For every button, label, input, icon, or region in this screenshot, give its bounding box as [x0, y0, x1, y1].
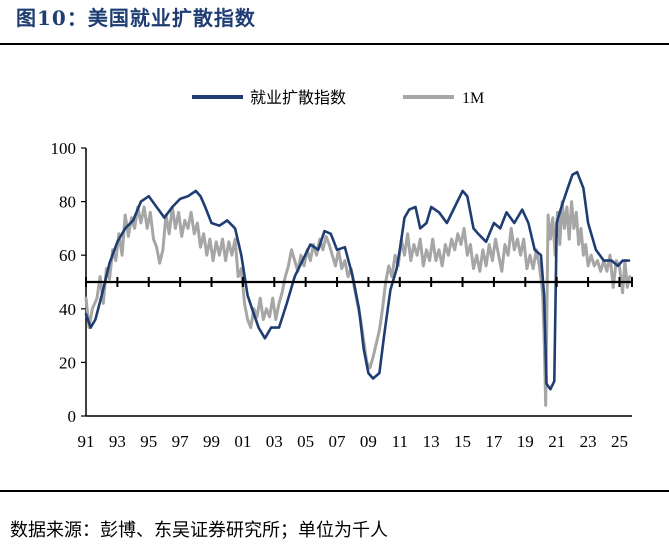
legend-label-series2: 1M	[462, 90, 484, 107]
series-line-diffusion-index	[84, 170, 631, 391]
bottom-rule	[0, 490, 669, 492]
x-tick-label: 03	[266, 432, 283, 451]
x-tick-label: 19	[517, 432, 534, 451]
x-tick-label: 23	[580, 432, 597, 451]
x-tick-label: 21	[548, 432, 565, 451]
x-tick-label: 13	[423, 432, 440, 451]
x-tick-label: 15	[454, 432, 471, 451]
series-line-1m	[84, 200, 632, 407]
source-note: 数据来源：彭博、东吴证券研究所；单位为千人	[10, 520, 388, 541]
x-tick-label: 01	[234, 432, 251, 451]
x-tick-label: 11	[392, 432, 408, 451]
x-tick-label: 07	[329, 432, 347, 451]
y-tick-label: 0	[68, 407, 77, 426]
x-tick-label: 17	[485, 432, 503, 451]
plot-area	[84, 170, 633, 407]
x-tick-label: 05	[297, 432, 314, 451]
x-tick-label: 09	[360, 432, 377, 451]
axes: 0 20 40 60 80 100 91 93 95 97 99 01 03 05 07 09 11 13 15 17…	[51, 139, 632, 451]
figure-title: 图10：美国就业扩散指数	[16, 6, 256, 30]
x-tick-label: 95	[140, 432, 157, 451]
y-tick-label: 20	[59, 353, 76, 372]
y-tick-label: 40	[59, 300, 76, 319]
x-tick-label: 25	[611, 432, 628, 451]
y-tick-label: 100	[51, 139, 77, 158]
y-tick-label: 80	[59, 193, 76, 212]
x-tick-label: 93	[109, 432, 126, 451]
legend: 就业扩散指数 1M	[192, 89, 484, 107]
x-tick-label: 99	[203, 432, 220, 451]
y-tick-label: 60	[59, 246, 76, 265]
x-tick-label: 91	[78, 432, 95, 451]
top-rule	[0, 43, 669, 45]
x-tick-label: 97	[172, 432, 190, 451]
legend-label-series1: 就业扩散指数	[250, 89, 346, 107]
